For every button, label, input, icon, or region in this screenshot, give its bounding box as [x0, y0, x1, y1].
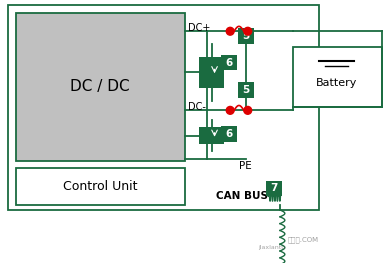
- Text: DC+: DC+: [188, 23, 210, 33]
- Text: PE: PE: [239, 161, 252, 171]
- Bar: [199, 127, 224, 144]
- Text: Control Unit: Control Unit: [63, 180, 138, 193]
- Text: Battery: Battery: [316, 78, 357, 88]
- Text: 5: 5: [242, 31, 249, 41]
- Text: 7: 7: [271, 184, 278, 194]
- Bar: [7, 5, 319, 210]
- Bar: [16, 168, 185, 205]
- Text: jlaxlantu: jlaxlantu: [258, 245, 286, 250]
- Text: 极机图.COM: 极机图.COM: [288, 236, 319, 242]
- Bar: [293, 47, 382, 107]
- Circle shape: [226, 107, 234, 114]
- Text: DC-: DC-: [188, 102, 206, 112]
- Bar: [238, 82, 254, 98]
- Bar: [238, 28, 254, 44]
- Bar: [16, 13, 185, 161]
- Bar: [221, 126, 237, 141]
- Text: 6: 6: [226, 58, 233, 68]
- Text: 5: 5: [242, 85, 249, 95]
- Bar: [266, 181, 282, 196]
- Text: DC / DC: DC / DC: [70, 79, 130, 94]
- Bar: [199, 57, 224, 88]
- Circle shape: [226, 27, 234, 35]
- Circle shape: [244, 27, 252, 35]
- Circle shape: [244, 107, 252, 114]
- Text: CAN BUS: CAN BUS: [216, 191, 268, 201]
- Text: 6: 6: [226, 129, 233, 139]
- Bar: [221, 55, 237, 70]
